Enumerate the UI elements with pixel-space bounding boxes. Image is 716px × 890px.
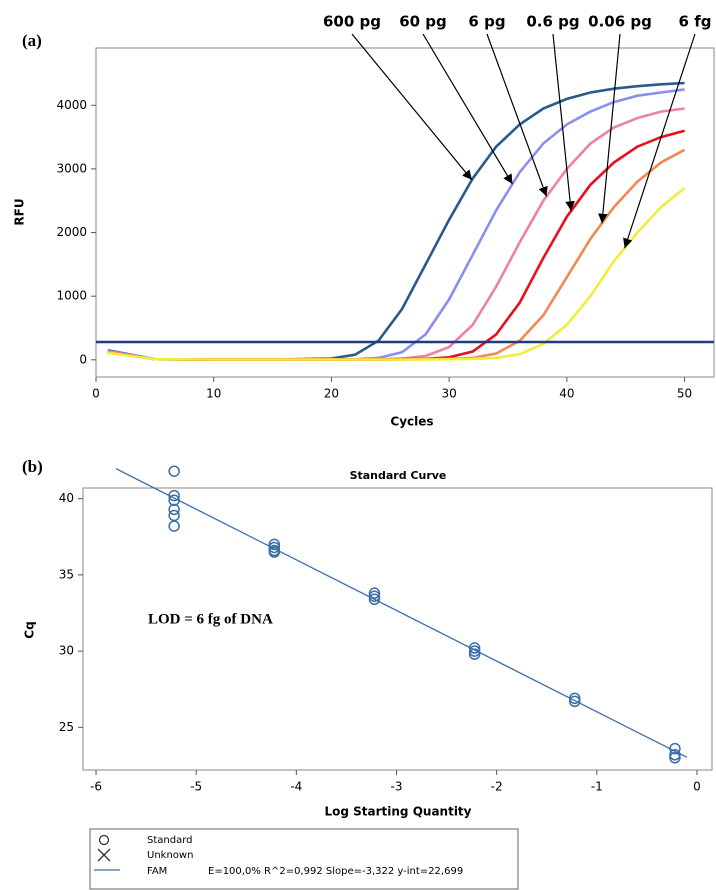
x-tick-label: -5 [190, 780, 202, 794]
x-tick-label: 20 [324, 387, 339, 401]
y-tick-label: 1000 [56, 289, 87, 303]
x-tick-label: -4 [290, 780, 302, 794]
amplification-curve [107, 107, 685, 361]
data-point [168, 465, 180, 477]
data-point [168, 494, 180, 506]
panel-label: (b) [22, 457, 43, 476]
panel-label: (a) [22, 31, 42, 50]
curve-label: 0.6 pg [526, 13, 579, 31]
x-tick-label: -3 [391, 780, 403, 794]
curve-label: 6 pg [468, 13, 505, 31]
data-point [268, 538, 281, 551]
y-tick-label: 25 [59, 720, 74, 734]
y-axis-label: RFU [13, 198, 27, 225]
x-tick-label: 10 [206, 387, 221, 401]
data-point [669, 742, 681, 755]
x-tick-label: 40 [559, 387, 574, 401]
y-tick-label: 0 [79, 352, 87, 366]
y-tick-label: 30 [59, 644, 74, 658]
data-point [168, 509, 180, 522]
curve-label: 60 pg [399, 13, 447, 31]
amplification-curve [107, 81, 685, 361]
amplification-curve [107, 148, 686, 361]
x-axis-label: Log Starting Quantity [324, 805, 471, 819]
legend-label: Unknown [147, 850, 193, 861]
legend-marker [97, 848, 111, 862]
data-point [168, 520, 180, 532]
legend-marker [98, 834, 110, 846]
y-tick-label: 40 [59, 491, 74, 505]
arrow [486, 33, 548, 197]
x-tick-label: 50 [677, 387, 692, 401]
x-tick-label: 0 [693, 780, 701, 794]
annotation: LOD = 6 fg of DNA [148, 611, 273, 627]
amplification-curve [107, 186, 686, 361]
data-point [569, 692, 581, 705]
chart-title: Standard Curve [350, 469, 447, 482]
y-tick-label: 4000 [56, 98, 87, 112]
y-tick-label: 3000 [56, 161, 87, 175]
arrow [623, 33, 696, 249]
legend-box [89, 828, 519, 890]
x-tick-label: -2 [491, 780, 503, 794]
plot-frame [95, 47, 715, 378]
data-point [368, 587, 381, 599]
fit-line [115, 468, 688, 758]
legend-label: FAM [147, 866, 167, 877]
curve-label: 6 fg [679, 13, 712, 31]
x-tick-label: 0 [92, 387, 100, 401]
data-point [268, 546, 281, 558]
data-point [168, 489, 180, 502]
data-point [368, 590, 381, 602]
arrow [422, 33, 513, 185]
plot-frame [82, 487, 713, 771]
curve-label: 0.06 pg [588, 13, 652, 31]
arrow [598, 33, 621, 224]
amplification-curve [107, 129, 685, 361]
data-point [368, 593, 381, 606]
curve-label: 600 pg [323, 13, 381, 31]
data-point [168, 503, 180, 516]
legend-label: Standard [147, 835, 193, 846]
data-point [468, 645, 481, 657]
y-tick-label: 35 [59, 567, 74, 581]
arrow [552, 33, 575, 211]
x-tick-label: -6 [90, 780, 102, 794]
legend-stats: E=100,0% R^2=0,992 Slope=-3,322 y-int=22… [208, 866, 463, 877]
y-tick-label: 2000 [56, 225, 87, 239]
x-tick-label: 30 [442, 387, 457, 401]
data-point [669, 749, 681, 761]
y-axis-label: Cq [23, 621, 37, 638]
x-axis-label: Cycles [390, 415, 433, 429]
arrow [351, 33, 473, 181]
data-point [669, 752, 681, 764]
data-point [268, 541, 281, 554]
data-point [468, 648, 481, 660]
data-point [468, 642, 481, 654]
x-tick-label: -1 [591, 780, 603, 794]
data-point [569, 695, 581, 708]
